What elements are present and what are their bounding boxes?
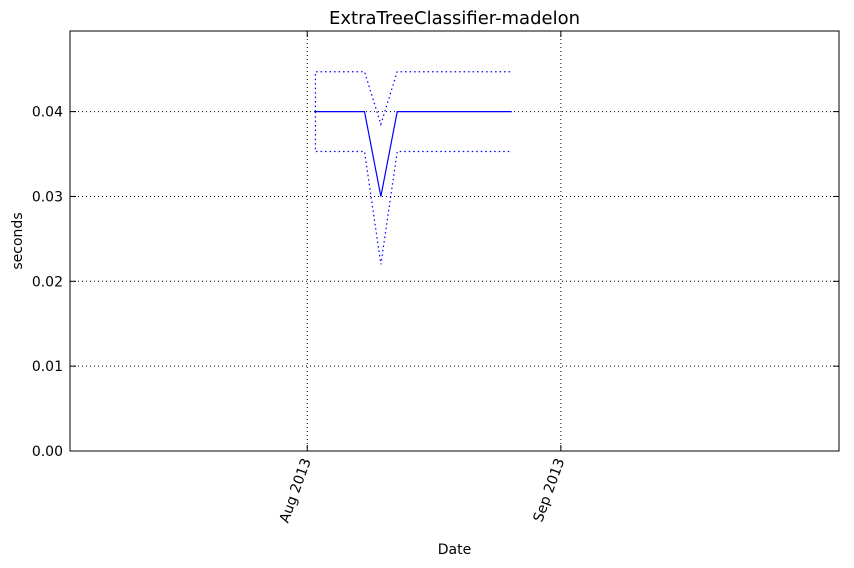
y-tick-label: 0.02 — [32, 274, 63, 290]
y-tick-label: 0.01 — [32, 359, 63, 375]
series-line-mean — [315, 111, 512, 197]
plot-frame — [69, 30, 840, 452]
series-group — [314, 71, 512, 265]
y-tick-label: 0.04 — [32, 105, 63, 121]
y-axis-label: seconds — [10, 212, 26, 269]
y-tick-label: 0.00 — [32, 444, 63, 460]
x-axis-label: Date — [438, 542, 471, 558]
chart-title: ExtraTreeClassifier-madelon — [329, 8, 580, 29]
y-tick-label: 0.03 — [32, 189, 63, 205]
